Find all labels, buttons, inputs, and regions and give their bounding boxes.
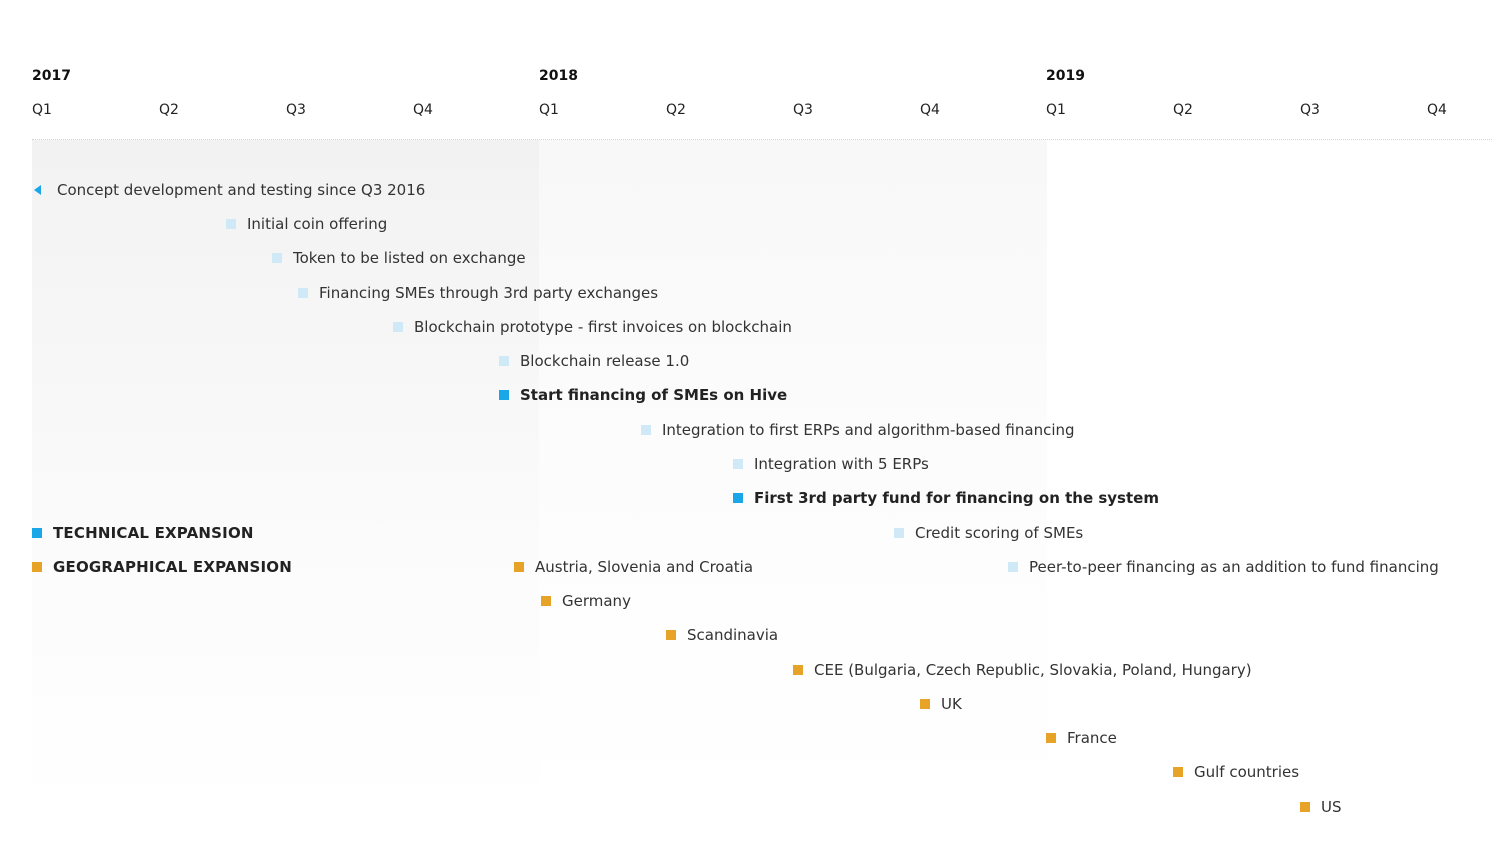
- square-marker-icon: [733, 493, 743, 503]
- square-marker-icon: [32, 562, 42, 572]
- technical-milestone: Concept development and testing since Q3…: [32, 180, 425, 200]
- quarter-label: Q1: [32, 102, 52, 118]
- square-marker-icon: [733, 459, 743, 469]
- technical-milestone: Token to be listed on exchange: [272, 248, 526, 268]
- milestone-label: Concept development and testing since Q3…: [57, 181, 426, 199]
- square-marker-icon: [1300, 802, 1310, 812]
- technical-milestone: Integration with 5 ERPs: [733, 454, 929, 474]
- milestone-label: US: [1321, 798, 1342, 816]
- quarter-label: Q2: [1173, 102, 1193, 118]
- geographical-milestone: Scandinavia: [666, 625, 778, 645]
- square-marker-icon: [298, 288, 308, 298]
- square-marker-icon: [793, 665, 803, 675]
- milestone-label: First 3rd party fund for financing on th…: [754, 489, 1159, 507]
- geographical-milestone: Germany: [541, 591, 631, 611]
- legend-label: GEOGRAPHICAL EXPANSION: [53, 558, 292, 576]
- milestone-label: CEE (Bulgaria, Czech Republic, Slovakia,…: [814, 661, 1252, 679]
- quarter-label: Q3: [286, 102, 306, 118]
- square-marker-icon: [226, 219, 236, 229]
- square-marker-icon: [272, 253, 282, 263]
- milestone-label: Token to be listed on exchange: [293, 249, 526, 267]
- year-band-2017: [32, 140, 539, 810]
- quarter-label: Q4: [1427, 102, 1447, 118]
- quarter-label: Q3: [1300, 102, 1320, 118]
- year-label: 2019: [1046, 68, 1085, 84]
- milestone-label: Credit scoring of SMEs: [915, 524, 1084, 542]
- geographical-milestone: US: [1300, 797, 1342, 817]
- square-marker-icon: [666, 630, 676, 640]
- geographical-milestone: Austria, Slovenia and Croatia: [514, 557, 753, 577]
- square-marker-icon: [1173, 767, 1183, 777]
- square-marker-icon: [641, 425, 651, 435]
- square-marker-icon: [920, 699, 930, 709]
- milestone-label: Austria, Slovenia and Croatia: [535, 558, 754, 576]
- square-marker-icon: [393, 322, 403, 332]
- legend-label: TECHNICAL EXPANSION: [53, 524, 254, 542]
- header-divider: [32, 139, 1492, 140]
- milestone-label: Initial coin offering: [247, 215, 388, 233]
- milestone-label: Scandinavia: [687, 626, 779, 644]
- geographical-milestone: Gulf countries: [1173, 762, 1299, 782]
- square-marker-icon: [499, 356, 509, 366]
- milestone-label: France: [1067, 729, 1117, 747]
- technical-milestone-highlight: Start financing of SMEs on Hive: [499, 385, 787, 405]
- milestone-label: Integration with 5 ERPs: [754, 455, 929, 473]
- quarter-label: Q2: [666, 102, 686, 118]
- legend-geographical: GEOGRAPHICAL EXPANSION: [32, 557, 292, 577]
- quarter-label: Q4: [920, 102, 940, 118]
- quarter-label: Q4: [413, 102, 433, 118]
- legend-technical: TECHNICAL EXPANSION: [32, 523, 254, 543]
- milestone-label: Start financing of SMEs on Hive: [520, 386, 788, 404]
- milestone-label: Germany: [562, 592, 631, 610]
- milestone-label: Blockchain prototype - first invoices on…: [414, 318, 792, 336]
- quarter-label: Q1: [539, 102, 559, 118]
- square-marker-icon: [514, 562, 524, 572]
- technical-milestone: Blockchain release 1.0: [499, 351, 689, 371]
- geographical-milestone: UK: [920, 694, 962, 714]
- square-marker-icon: [32, 528, 42, 538]
- technical-milestone: Blockchain prototype - first invoices on…: [393, 317, 792, 337]
- quarter-label: Q2: [159, 102, 179, 118]
- technical-milestone: Integration to first ERPs and algorithm-…: [641, 420, 1075, 440]
- technical-milestone: Financing SMEs through 3rd party exchang…: [298, 283, 658, 303]
- quarter-label: Q3: [793, 102, 813, 118]
- year-label: 2018: [539, 68, 578, 84]
- milestone-label: UK: [941, 695, 962, 713]
- technical-milestone-highlight: First 3rd party fund for financing on th…: [733, 488, 1159, 508]
- triangle-left-icon: [34, 185, 41, 195]
- square-marker-icon: [499, 390, 509, 400]
- square-marker-icon: [541, 596, 551, 606]
- geographical-milestone: CEE (Bulgaria, Czech Republic, Slovakia,…: [793, 660, 1252, 680]
- technical-milestone: Initial coin offering: [226, 214, 387, 234]
- milestone-label: Peer-to-peer financing as an addition to…: [1029, 558, 1439, 576]
- quarter-label: Q1: [1046, 102, 1066, 118]
- year-label: 2017: [32, 68, 71, 84]
- square-marker-icon: [894, 528, 904, 538]
- year-band-2018: [539, 140, 1047, 810]
- milestone-label: Integration to first ERPs and algorithm-…: [662, 421, 1075, 439]
- square-marker-icon: [1046, 733, 1056, 743]
- geographical-milestone: France: [1046, 728, 1117, 748]
- technical-milestone: Peer-to-peer financing as an addition to…: [1008, 557, 1439, 577]
- milestone-label: Financing SMEs through 3rd party exchang…: [319, 284, 659, 302]
- square-marker-icon: [1008, 562, 1018, 572]
- milestone-label: Blockchain release 1.0: [520, 352, 690, 370]
- technical-milestone: Credit scoring of SMEs: [894, 523, 1083, 543]
- milestone-label: Gulf countries: [1194, 763, 1300, 781]
